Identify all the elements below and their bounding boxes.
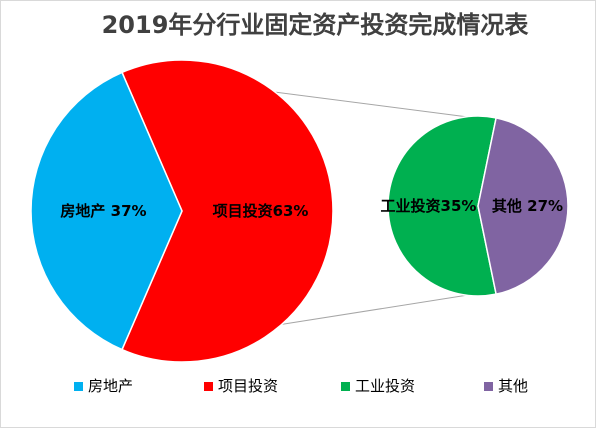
legend-label: 项目投资: [218, 377, 278, 395]
secondary-slice-其他: [477, 116, 569, 296]
legend-item-房地产: 房地产: [74, 377, 133, 395]
legend-label: 其他: [498, 377, 528, 395]
main-slice-label-项目投资: 项目投资63%: [213, 202, 309, 220]
main-pie: 项目投资63% 房地产 37%: [30, 59, 334, 363]
legend-item-项目投资: 项目投资: [204, 377, 278, 395]
secondary-slice-label-工业投资: 工业投资35%: [381, 197, 477, 215]
secondary-slice-工业投资: [387, 115, 498, 297]
legend-swatch: [204, 382, 213, 391]
legend-label: 房地产: [88, 377, 133, 395]
main-slice-label-房地产: 房地产 37%: [60, 202, 146, 220]
legend-swatch: [484, 382, 493, 391]
legend-swatch: [341, 382, 350, 391]
legend: 房地产 项目投资 工业投资 其他: [74, 377, 528, 395]
legend-label: 工业投资: [355, 377, 415, 395]
main-slice-房地产: [30, 71, 183, 351]
main-slice-项目投资: [121, 59, 334, 363]
chart-title: 2019年分行业固定资产投资完成情况表: [102, 11, 530, 39]
legend-item-工业投资: 工业投资: [341, 377, 415, 395]
secondary-slice-label-其他: 其他 27%: [492, 197, 563, 215]
legend-item-其他: 其他: [484, 377, 528, 395]
secondary-pie: 工业投资35% 其他 27%: [381, 115, 569, 297]
legend-swatch: [74, 382, 83, 391]
